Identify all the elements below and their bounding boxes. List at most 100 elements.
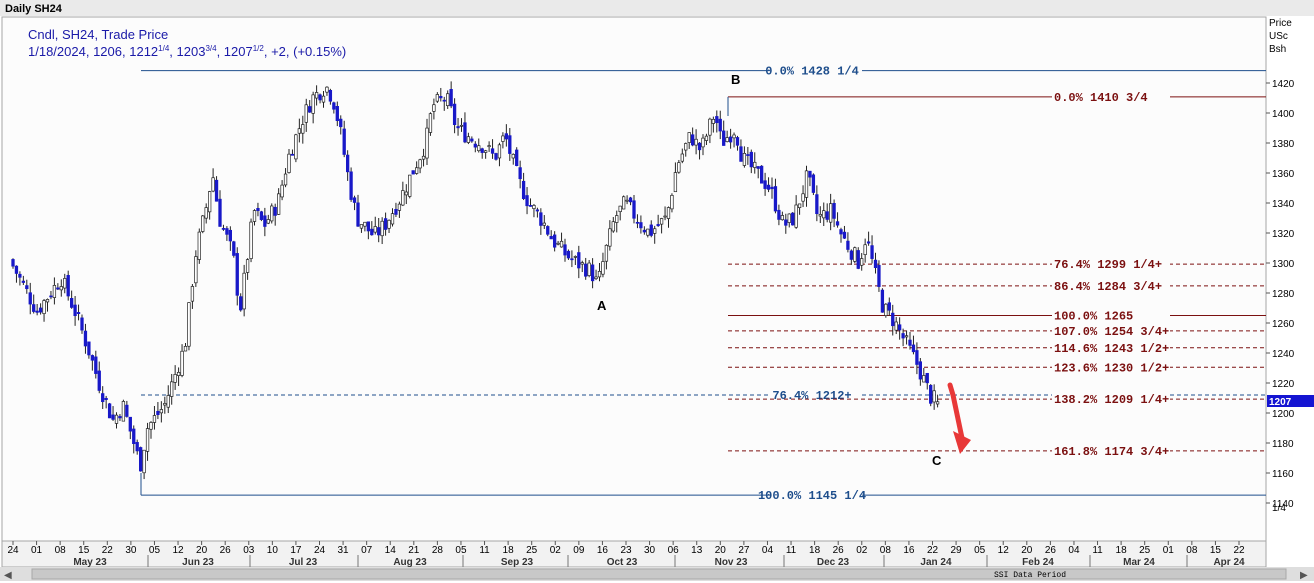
candle-down [877, 260, 881, 292]
candle-body [808, 170, 812, 178]
candle-body [225, 228, 229, 235]
candle-body [935, 401, 940, 405]
candle-body [411, 170, 415, 175]
fib-label: 138.2% 1209 1/4+ [1054, 393, 1169, 407]
scroll-right-icon[interactable]: ▶ [1300, 570, 1308, 581]
x-month-label: Jul 23 [289, 557, 318, 568]
candle-up [415, 161, 419, 175]
x-tick-label: 05 [149, 545, 161, 556]
candle-body [252, 210, 257, 222]
candle-body [490, 148, 495, 154]
candle-body [35, 310, 39, 313]
candle-down [218, 190, 222, 227]
x-tick-label: 22 [927, 545, 939, 556]
x-tick-label: 25 [1139, 545, 1151, 556]
x-tick-label: 18 [1116, 545, 1128, 556]
candle-body [739, 146, 743, 162]
scroll-left-icon[interactable]: ◀ [4, 570, 12, 581]
candle-body [38, 307, 43, 313]
candle-down [832, 199, 836, 228]
candle-up [597, 262, 602, 282]
candle-down [125, 400, 129, 418]
candle-up [511, 153, 515, 165]
x-tick-label: 08 [55, 545, 67, 556]
candle-body [314, 92, 319, 99]
candle-down [352, 195, 357, 211]
x-tick-label: 20 [715, 545, 727, 556]
candle-body [680, 153, 684, 162]
candle-up [497, 142, 502, 167]
legend-date: 1/18/2024 [28, 44, 86, 59]
candle-down [463, 112, 467, 144]
candle-body [646, 228, 650, 236]
candle-body [587, 262, 591, 276]
candle-body [266, 219, 270, 224]
candle-down [887, 297, 891, 316]
candle-down [901, 328, 905, 347]
candle-up [804, 165, 809, 207]
candle-body [463, 122, 467, 143]
candle-body [415, 167, 419, 174]
candle-body [121, 401, 126, 422]
candle-down [449, 81, 453, 109]
candle-body [590, 264, 595, 282]
candle-body [283, 173, 288, 186]
candle-body [515, 149, 519, 166]
candle-down [715, 110, 719, 133]
candle-body [356, 202, 360, 227]
candle-down [521, 172, 526, 201]
fib-label: 76.4% 1299 1/4+ [1054, 258, 1162, 272]
candle-body [546, 226, 550, 235]
candle-up [653, 225, 657, 244]
candle-body [794, 204, 798, 228]
candle-up [556, 240, 560, 246]
fib-value: 1209 1/4+ [1104, 393, 1169, 407]
candle-down [66, 270, 70, 301]
candle-body [780, 215, 784, 221]
candle-down [18, 271, 22, 286]
candle-up [159, 401, 164, 423]
candle-body [728, 136, 733, 143]
candle-body [145, 428, 150, 452]
candle-up [580, 260, 584, 273]
x-tick-label: 14 [385, 545, 397, 556]
candle-body [273, 206, 277, 216]
fib-value: 1243 1/2+ [1104, 342, 1169, 356]
candle-down [835, 212, 840, 228]
point-b-label: B [731, 72, 740, 87]
candle-down [94, 350, 98, 379]
candle-down [49, 290, 53, 300]
x-tick-label: 18 [809, 545, 821, 556]
fibonacci-lines: 0.0% 1428 1/40.0% 1410 3/476.4% 1299 1/4… [140, 63, 1266, 503]
x-tick-label: 17 [290, 545, 302, 556]
x-tick-label: 04 [1068, 545, 1080, 556]
candle-down [546, 225, 550, 237]
x-tick-label: 01 [1163, 545, 1175, 556]
x-tick-label: 12 [998, 545, 1010, 556]
candle-body [753, 161, 757, 168]
scrollbar[interactable]: ◀ ▶ SSI Data Period [0, 567, 1314, 581]
candle-down [21, 275, 25, 285]
candle-down [73, 296, 77, 326]
candle-down [639, 215, 643, 234]
y-axis-title-3: Bsh [1269, 44, 1286, 55]
candle-body [408, 174, 412, 197]
candle-body [214, 179, 219, 202]
candle-down [866, 231, 871, 246]
candle-down [739, 139, 743, 162]
candle-down [697, 142, 702, 160]
candle-up [297, 118, 301, 143]
x-tick-label: 16 [903, 545, 915, 556]
candle-down [746, 146, 750, 165]
y-tick-label: 1320 [1272, 229, 1295, 240]
fib-label-bg [1052, 340, 1170, 354]
candle-body [32, 304, 36, 312]
candle-up [532, 203, 536, 218]
candle-body [76, 312, 81, 314]
candle-down [76, 304, 81, 321]
scrollbar-thumb[interactable] [31, 568, 1287, 580]
candle-body [328, 90, 333, 102]
fib-label-bg [1052, 360, 1170, 374]
candle-body [339, 118, 343, 128]
candle-body [301, 124, 305, 134]
